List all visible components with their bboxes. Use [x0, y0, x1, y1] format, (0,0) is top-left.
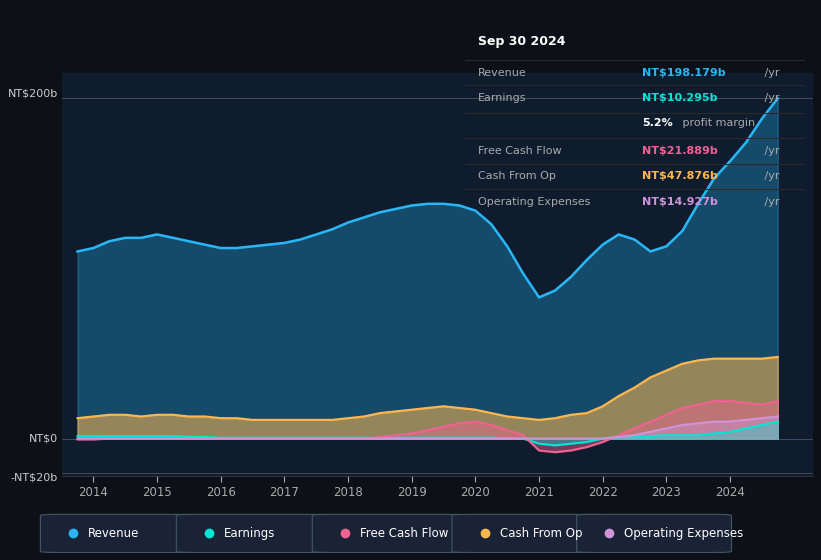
Text: NT$198.179b: NT$198.179b [642, 68, 726, 77]
Text: Earnings: Earnings [224, 527, 275, 540]
Text: NT$14.927b: NT$14.927b [642, 197, 718, 207]
Text: profit margin: profit margin [679, 119, 755, 128]
Text: NT$21.889b: NT$21.889b [642, 146, 718, 156]
Text: Earnings: Earnings [479, 93, 527, 103]
Text: Operating Expenses: Operating Expenses [624, 527, 744, 540]
Text: -NT$20b: -NT$20b [11, 473, 57, 483]
Text: NT$0: NT$0 [29, 433, 57, 444]
FancyBboxPatch shape [312, 514, 467, 552]
Text: Sep 30 2024: Sep 30 2024 [479, 35, 566, 48]
Text: Revenue: Revenue [88, 527, 140, 540]
Text: /yr: /yr [761, 68, 780, 77]
FancyBboxPatch shape [177, 514, 331, 552]
Text: Free Cash Flow: Free Cash Flow [360, 527, 448, 540]
Text: NT$10.295b: NT$10.295b [642, 93, 718, 103]
Text: /yr: /yr [761, 146, 780, 156]
FancyBboxPatch shape [40, 514, 195, 552]
Text: /yr: /yr [761, 197, 780, 207]
FancyBboxPatch shape [576, 514, 732, 552]
Text: /yr: /yr [761, 171, 780, 181]
Text: Cash From Op: Cash From Op [479, 171, 556, 181]
Text: NT$200b: NT$200b [7, 88, 57, 99]
Text: NT$47.876b: NT$47.876b [642, 171, 718, 181]
Text: 5.2%: 5.2% [642, 119, 672, 128]
Text: Cash From Op: Cash From Op [500, 527, 582, 540]
Text: Operating Expenses: Operating Expenses [479, 197, 590, 207]
Text: /yr: /yr [761, 93, 780, 103]
FancyBboxPatch shape [452, 514, 607, 552]
Text: Free Cash Flow: Free Cash Flow [479, 146, 562, 156]
Text: Revenue: Revenue [479, 68, 527, 77]
